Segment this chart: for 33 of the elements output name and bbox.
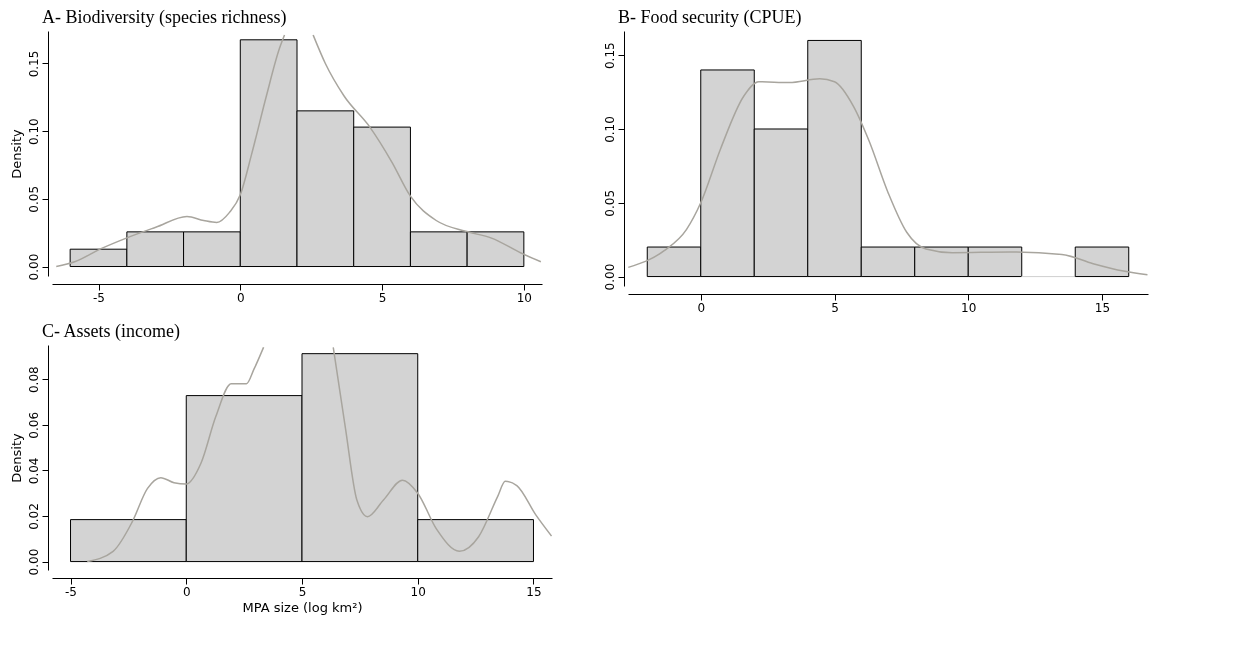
- y-tick-label: 0.08: [26, 366, 41, 394]
- chart-title: B- Food security (CPUE): [618, 7, 802, 28]
- x-tick-label: 10: [410, 584, 426, 599]
- y-tick-label: 0.15: [602, 42, 617, 70]
- x-tick-label: 0: [236, 290, 245, 305]
- y-tick-label: 0.05: [26, 185, 41, 213]
- x-tick-label: 5: [378, 290, 387, 305]
- y-tick-label: 0.10: [602, 116, 617, 143]
- x-tick-label: 0: [182, 584, 191, 599]
- y-tick-label: 0.00: [26, 548, 41, 576]
- x-axis-title: MPA size (log km²): [242, 599, 363, 615]
- y-tick-label: 0.00: [26, 253, 41, 281]
- x-tick-label: 0: [697, 300, 706, 315]
- y-tick-label: 0.04: [26, 457, 41, 485]
- chart-title: A- Biodiversity (species richness): [42, 7, 287, 28]
- line-series: [628, 78, 1148, 276]
- x-tick-label: 5: [298, 584, 307, 599]
- y-axis-title: Density: [8, 128, 24, 179]
- x-tick-label: 5: [831, 300, 839, 315]
- y-tick-label: 0.00: [602, 263, 617, 291]
- x-tick-label: 15: [1094, 300, 1111, 315]
- y-tick-label: 0.15: [26, 50, 41, 78]
- y-tick-label: 0.05: [602, 189, 617, 217]
- x-tick-label: 15: [526, 584, 542, 599]
- x-tick-label: 10: [516, 290, 532, 305]
- x-tick-label: -5: [93, 290, 105, 305]
- y-tick-label: 0.10: [26, 118, 41, 146]
- x-tick-label: -5: [65, 584, 77, 599]
- x-tick-label: 10: [961, 300, 977, 315]
- chart-title: C- Assets (income): [42, 321, 180, 342]
- y-tick-label: 0.02: [26, 503, 41, 530]
- y-axis-title: Density: [8, 432, 24, 483]
- y-tick-label: 0.06: [26, 411, 41, 439]
